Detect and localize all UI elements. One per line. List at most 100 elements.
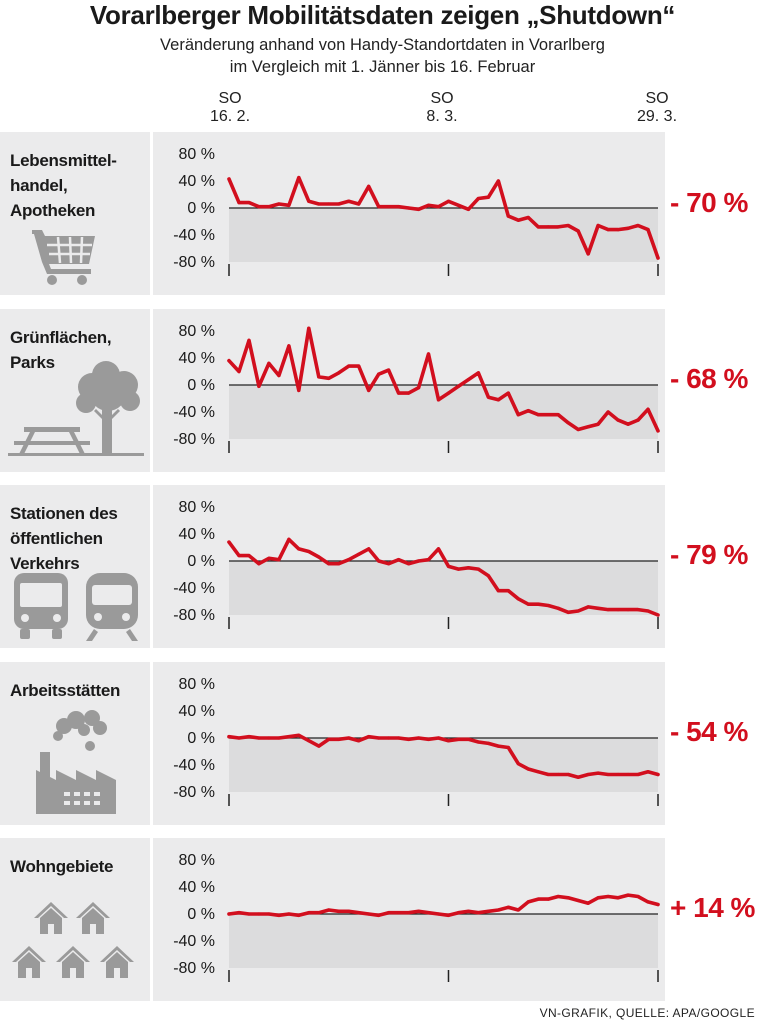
y-tick-label: -40 % (173, 757, 215, 774)
data-point (486, 741, 490, 745)
data-point (456, 384, 461, 388)
data-point (297, 733, 301, 737)
category-label-line: Apotheken (10, 201, 96, 220)
y-tick-label: 80 % (179, 852, 215, 869)
data-point (337, 737, 341, 741)
data-point (536, 770, 540, 774)
data-point (446, 199, 451, 203)
data-point (636, 608, 640, 612)
data-point (526, 409, 530, 413)
data-point (397, 391, 401, 395)
y-tick-label: 40 % (179, 350, 215, 367)
line-chart-grocery: 80 % 40 % 0 % -40 % -80 % (173, 146, 660, 276)
data-point (556, 606, 560, 610)
y-tick-label: 80 % (179, 499, 215, 516)
data-point (287, 912, 291, 916)
data-point (646, 228, 650, 232)
data-point (466, 909, 471, 913)
data-point (377, 736, 381, 740)
data-point (406, 911, 411, 915)
y-tick-label: -80 % (173, 784, 215, 801)
data-point (496, 179, 500, 183)
data-point (436, 547, 441, 551)
data-point (536, 602, 540, 606)
data-point (257, 562, 261, 566)
data-point (646, 770, 650, 774)
data-point (297, 547, 301, 551)
data-point (526, 900, 530, 904)
data-point (436, 912, 441, 916)
y-tick-label: -40 % (173, 227, 215, 244)
panel-residential: Wohngebiete + 14 % 80 % 40 % 0 % -40 % -80 % (0, 838, 765, 1001)
data-point (446, 391, 451, 395)
data-point (626, 608, 630, 612)
data-point (536, 897, 540, 901)
y-tick-label: 0 % (187, 906, 215, 923)
result-value: - 68 % (670, 363, 748, 394)
panel-parks: Grünflächen, Parks - 68 % 80 % 40 % 0 % -40… (0, 309, 765, 472)
chart-subtitle-line2: im Vergleich mit 1. Jänner bis 16. Febru… (229, 58, 536, 76)
data-point (656, 256, 660, 260)
y-tick-label: 40 % (179, 879, 215, 896)
data-point (636, 418, 640, 422)
data-point (227, 177, 231, 181)
data-point (327, 202, 331, 206)
y-tick-label: -40 % (173, 933, 215, 950)
data-point (556, 894, 560, 899)
data-point (546, 897, 550, 901)
data-point (506, 905, 510, 909)
result-value: - 70 % (670, 187, 748, 218)
date-value: 29. 3. (636, 108, 678, 125)
data-point (247, 201, 251, 205)
data-point (446, 913, 451, 917)
data-point (546, 413, 550, 417)
negative-area-shade (229, 914, 658, 968)
data-point (267, 736, 271, 740)
category-label: Wohngebiete (10, 854, 150, 879)
data-point (616, 228, 620, 232)
panel-grocery: Lebensmittel- handel, Apotheken - 70 % 8… (0, 132, 765, 295)
category-label-line: handel, (10, 176, 68, 195)
data-point (317, 555, 321, 559)
data-point (387, 368, 391, 372)
data-point (516, 597, 520, 601)
data-point (646, 900, 650, 904)
data-point (656, 772, 660, 777)
y-tick-label: 40 % (179, 703, 215, 720)
data-point (426, 911, 431, 915)
data-point (546, 603, 550, 608)
data-point (606, 608, 610, 612)
data-point (387, 562, 391, 566)
date-day: SO (218, 90, 242, 107)
date-label-end: SO 29. 3. (612, 90, 702, 126)
data-point (227, 359, 231, 363)
data-point (596, 422, 600, 426)
data-point (596, 606, 600, 610)
data-point (247, 735, 251, 739)
data-point (377, 559, 381, 563)
data-point (616, 608, 620, 612)
y-tick-label: -40 % (173, 404, 215, 421)
data-point (586, 901, 590, 905)
data-point (476, 911, 481, 915)
data-point (327, 737, 331, 741)
data-point (436, 736, 441, 740)
data-point (357, 202, 361, 206)
category-label-line: Stationen des (10, 504, 118, 523)
data-point (247, 554, 251, 558)
y-tick-label: 0 % (187, 553, 215, 570)
data-point (516, 762, 520, 766)
data-point (267, 205, 271, 209)
data-point (247, 912, 251, 916)
data-point (237, 369, 241, 374)
data-point (486, 909, 490, 913)
data-point (337, 909, 341, 913)
data-point (377, 913, 381, 917)
data-point (307, 199, 311, 203)
data-point (586, 605, 590, 609)
y-tick-label: 40 % (179, 526, 215, 543)
category-label-line: öffentlichen (10, 529, 103, 548)
data-point (377, 372, 381, 376)
data-point (466, 207, 471, 211)
data-point (257, 384, 261, 388)
